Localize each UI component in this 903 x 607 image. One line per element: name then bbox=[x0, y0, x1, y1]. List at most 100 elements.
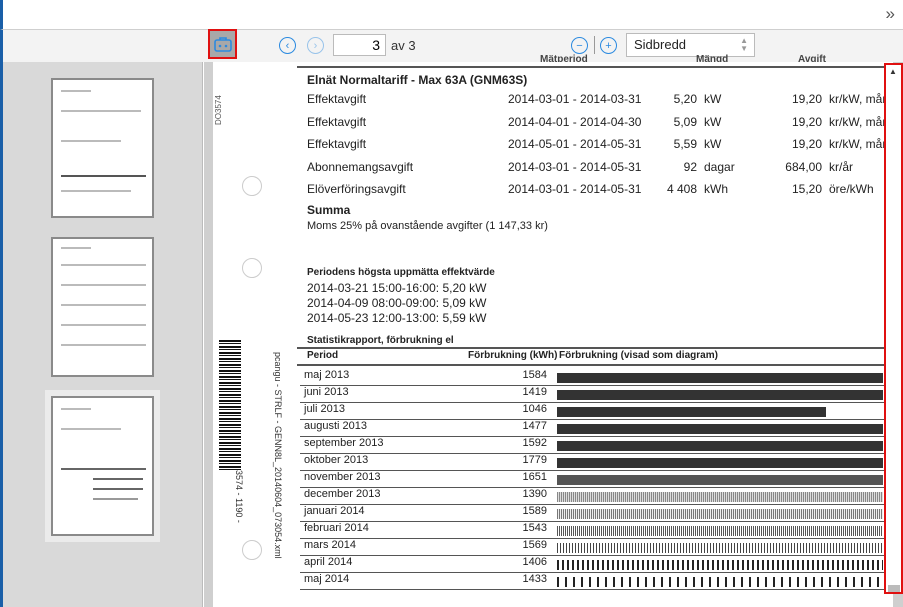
punch-hole bbox=[242, 176, 262, 196]
stat-period: juli 2013 bbox=[304, 403, 345, 415]
fee-price-unit: öre/kWh bbox=[829, 182, 874, 196]
fee-period: 2014-03-01 - 2014-05-31 bbox=[508, 159, 642, 174]
consumption-bar bbox=[557, 577, 883, 587]
consumption-bar bbox=[557, 560, 883, 570]
stat-kwh: 1390 bbox=[522, 488, 547, 500]
row-divider bbox=[300, 521, 887, 522]
peak-title: Periodens högsta uppmätta effektvärde bbox=[307, 267, 495, 278]
section-title: Elnät Normaltariff - Max 63A (GNM63S) bbox=[307, 73, 528, 87]
fee-unit: kWh bbox=[704, 182, 728, 196]
fee-qty: 92 bbox=[683, 159, 697, 174]
row-divider bbox=[300, 572, 887, 573]
zoom-in-icon: + bbox=[605, 39, 612, 52]
fee-price-unit: kr/kW, mån bbox=[829, 114, 890, 129]
row-divider bbox=[300, 436, 887, 437]
page-thumbnail-2[interactable] bbox=[51, 237, 154, 377]
row-divider bbox=[300, 453, 887, 454]
scroll-up-arrow-icon[interactable]: ▲ bbox=[889, 67, 897, 76]
peak-line: 2014-04-09 08:00-09:00: 5,09 kW bbox=[307, 296, 487, 310]
stat-kwh: 1569 bbox=[522, 539, 547, 551]
consumption-bar bbox=[557, 543, 883, 553]
chevron-right-icon: › bbox=[313, 39, 318, 52]
fee-period: 2014-03-01 - 2014-05-31 bbox=[508, 182, 642, 196]
consumption-bar bbox=[557, 390, 883, 400]
col-header-period: Mätperiod bbox=[540, 54, 588, 65]
fee-price: 684,00 bbox=[785, 159, 822, 174]
stat-col-chart: Förbrukning (visad som diagram) bbox=[559, 350, 718, 361]
expand-icon[interactable]: » bbox=[885, 4, 895, 23]
fee-name: Effektavgift bbox=[307, 137, 367, 151]
page-thumbnail-3[interactable] bbox=[51, 396, 154, 536]
page-thumbnail-1[interactable] bbox=[51, 78, 154, 218]
fee-price: 15,20 bbox=[791, 182, 822, 196]
stat-kwh: 1046 bbox=[522, 403, 547, 415]
stat-period: april 2014 bbox=[304, 556, 353, 568]
stat-period: november 2013 bbox=[304, 471, 381, 483]
consumption-bar bbox=[557, 441, 883, 451]
punch-hole bbox=[242, 258, 262, 278]
tools-button[interactable] bbox=[208, 29, 237, 59]
scrollbar-thumb[interactable] bbox=[888, 585, 900, 592]
stat-kwh: 1419 bbox=[522, 386, 547, 398]
row-divider bbox=[300, 470, 887, 471]
zoom-out-icon: − bbox=[576, 39, 583, 52]
fee-price-unit: kr/år bbox=[829, 159, 853, 174]
fee-period: 2014-04-01 - 2014-04-30 bbox=[508, 114, 642, 129]
barcode-text: 3574 - 1190 - bbox=[234, 470, 244, 523]
consumption-bar bbox=[557, 526, 883, 536]
stat-period: september 2013 bbox=[304, 437, 384, 449]
side-code: DO3574 bbox=[214, 95, 223, 125]
consumption-bar bbox=[557, 492, 883, 502]
select-arrows-icon: ▲ ▼ bbox=[740, 36, 748, 53]
stat-kwh: 1584 bbox=[522, 369, 547, 381]
zoom-mode-select[interactable]: Sidbredd ▲ ▼ bbox=[626, 33, 755, 57]
fee-unit: kW bbox=[704, 92, 722, 106]
next-page-button[interactable]: › bbox=[307, 37, 324, 54]
viewer-toolbar: ‹ › 3 av 3 − + Sidbredd ▲ ▼ bbox=[0, 30, 903, 62]
divider bbox=[297, 66, 884, 68]
stat-period: augusti 2013 bbox=[304, 420, 367, 432]
fee-unit: kW bbox=[704, 137, 722, 151]
fee-name: Effektavgift bbox=[307, 92, 367, 106]
barcode bbox=[219, 340, 241, 470]
fee-name: Abonnemangsavgift bbox=[307, 159, 414, 174]
page-number-input[interactable]: 3 bbox=[333, 34, 386, 56]
fee-name: Effektavgift bbox=[307, 114, 367, 129]
page-count-label: av 3 bbox=[391, 38, 416, 53]
row-divider bbox=[300, 504, 887, 505]
fee-qty: 5,20 bbox=[673, 92, 697, 106]
stat-kwh: 1779 bbox=[522, 454, 547, 466]
row-divider bbox=[300, 555, 887, 556]
vertical-scrollbar[interactable]: ▲ bbox=[884, 63, 903, 594]
stat-title: Statistikrapport, förbrukning el bbox=[307, 335, 454, 346]
row-divider bbox=[300, 385, 887, 386]
stat-kwh: 1543 bbox=[522, 522, 547, 534]
stat-period: januari 2014 bbox=[304, 505, 365, 517]
fee-price: 19,20 bbox=[791, 114, 822, 129]
vat-text: Moms 25% på ovanstående avgifter (1 147,… bbox=[307, 220, 548, 232]
consumption-bar bbox=[557, 373, 883, 383]
peak-line: 2014-03-21 15:00-16:00: 5,20 kW bbox=[307, 281, 487, 295]
fee-qty: 4 408 bbox=[666, 182, 697, 196]
fee-qty: 5,09 bbox=[673, 114, 697, 129]
stat-kwh: 1651 bbox=[522, 471, 547, 483]
previous-page-button[interactable]: ‹ bbox=[279, 37, 296, 54]
consumption-bar bbox=[557, 458, 883, 468]
chevron-left-icon: ‹ bbox=[285, 39, 290, 52]
file-reference: pcangu - STRLF - GENN8L_20140604_073054.… bbox=[273, 352, 283, 559]
row-divider bbox=[300, 487, 887, 488]
stat-col-kwh: Förbrukning (kWh) bbox=[468, 350, 558, 361]
row-divider bbox=[300, 589, 887, 590]
zoom-mode-value: Sidbredd bbox=[634, 37, 687, 52]
consumption-bar bbox=[557, 475, 883, 485]
stat-period: maj 2014 bbox=[304, 573, 350, 585]
stat-period: maj 2013 bbox=[304, 369, 350, 381]
peak-line: 2014-05-23 12:00-13:00: 5,59 kW bbox=[307, 311, 487, 325]
stat-kwh: 1592 bbox=[522, 437, 547, 449]
zoom-out-button[interactable]: − bbox=[571, 37, 588, 54]
thumbnail-sidebar bbox=[0, 62, 203, 607]
document-view bbox=[204, 62, 903, 607]
fee-price: 19,20 bbox=[791, 137, 822, 151]
fee-period: 2014-03-01 - 2014-03-31 bbox=[508, 92, 642, 106]
zoom-in-button[interactable]: + bbox=[600, 37, 617, 54]
